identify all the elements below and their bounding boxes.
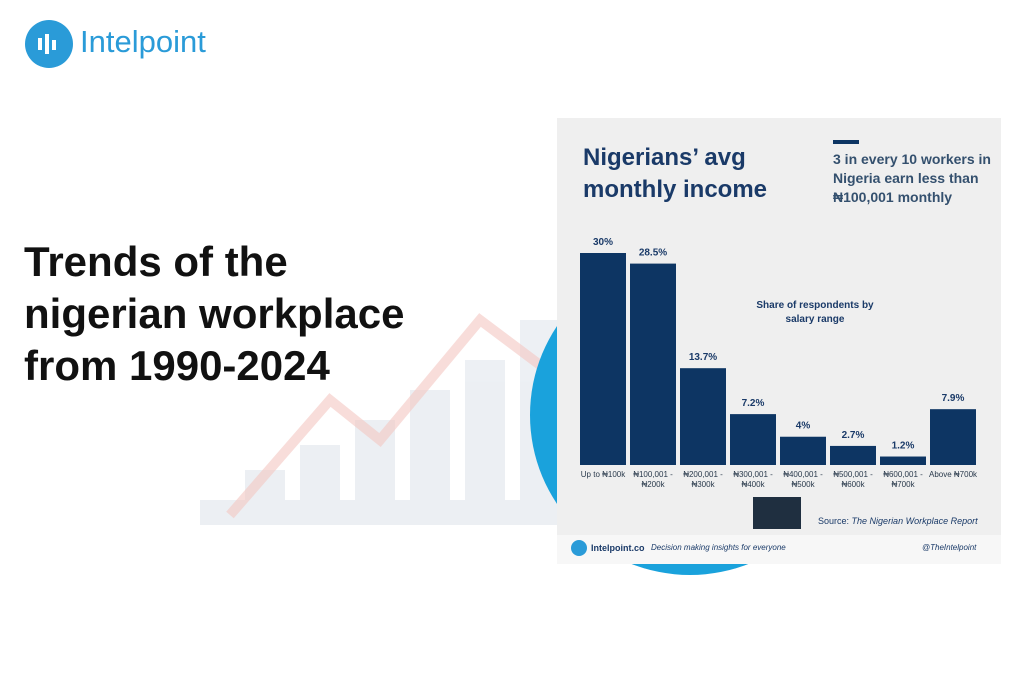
headline: Trends of the nigerian workplace from 19… — [24, 238, 405, 389]
footer-site: Intelpoint.co — [591, 543, 645, 553]
chart-title: Nigerians’ avg monthly income — [583, 144, 768, 203]
bar — [930, 409, 976, 465]
x-tick-label: ₦600,001 - ₦700k — [883, 470, 923, 489]
x-tick-label: ₦300,001 - ₦400k — [733, 470, 773, 489]
bar — [580, 253, 626, 465]
bar — [680, 368, 726, 465]
x-tick-label: ₦100,001 - ₦200k — [633, 470, 673, 489]
callout: 3 in every 10 workers in Nigeria earn le… — [833, 151, 991, 205]
value-label: 7.2% — [742, 398, 765, 409]
chart-subtitle: Share of respondents by salary range — [756, 300, 874, 325]
value-label: 4% — [796, 421, 811, 432]
logo: Intelpoint — [80, 24, 206, 59]
x-tick-label: ₦200,001 - ₦300k — [683, 470, 723, 489]
source: Source: The Nigerian Workplace Report — [818, 516, 978, 526]
value-label: 28.5% — [639, 248, 667, 259]
value-label: 2.7% — [842, 430, 865, 441]
value-label: 13.7% — [689, 352, 717, 363]
x-tick-label: Up to ₦100k — [580, 470, 626, 479]
x-tick-label: Above ₦700k — [928, 470, 978, 479]
value-label: 7.9% — [942, 393, 965, 404]
bar — [880, 456, 926, 465]
bar — [830, 445, 876, 465]
bar — [730, 414, 776, 465]
x-tick-label: ₦500,001 - ₦600k — [833, 470, 873, 489]
footer-tagline: Decision making insights for everyone — [651, 543, 786, 552]
value-label: 1.2% — [892, 441, 915, 452]
bar — [630, 263, 676, 465]
bar — [780, 436, 826, 465]
value-label: 30% — [593, 237, 613, 248]
source-label: Source: — [818, 516, 850, 526]
source-name: The Nigerian Workplace Report — [851, 516, 978, 526]
footer-handle: @TheIntelpoint — [922, 543, 977, 552]
x-tick-label: ₦400,001 - ₦500k — [783, 470, 823, 489]
